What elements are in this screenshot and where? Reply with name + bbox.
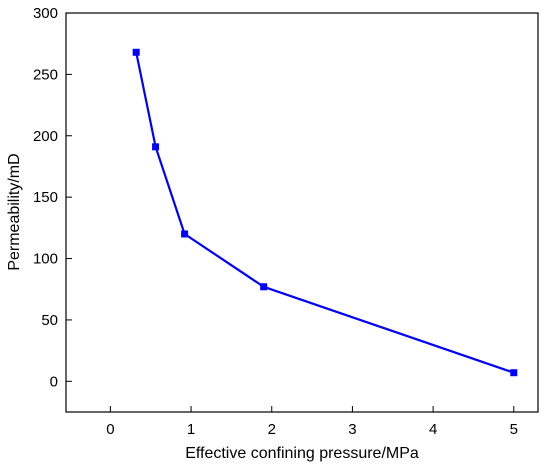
x-tick-label: 2 bbox=[268, 421, 276, 438]
y-tick-label: 150 bbox=[33, 189, 58, 206]
y-tick-label: 300 bbox=[33, 5, 58, 22]
y-tick-label: 100 bbox=[33, 251, 58, 268]
x-tick-label: 4 bbox=[429, 421, 437, 438]
x-axis-title: Effective confining pressure/MPa bbox=[185, 445, 419, 462]
y-tick-label: 50 bbox=[41, 312, 58, 329]
series-layer bbox=[132, 48, 518, 377]
x-axis: 0 1 2 3 4 5 bbox=[106, 406, 518, 438]
data-point-marker bbox=[510, 369, 518, 377]
plot-frame bbox=[65, 12, 539, 413]
y-tick-label: 250 bbox=[33, 66, 58, 83]
y-tick-label: 0 bbox=[50, 373, 58, 390]
data-point-marker bbox=[260, 283, 268, 291]
x-tick-label: 3 bbox=[348, 421, 356, 438]
y-axis-title: Permeability/mD bbox=[6, 153, 23, 270]
x-tick-label: 1 bbox=[187, 421, 195, 438]
data-point-marker bbox=[132, 48, 140, 56]
x-tick-label: 0 bbox=[106, 421, 114, 438]
x-tick-label: 5 bbox=[510, 421, 518, 438]
y-tick-label: 200 bbox=[33, 128, 58, 145]
data-point-marker bbox=[181, 230, 189, 238]
data-point-marker bbox=[152, 143, 160, 151]
series-line bbox=[135, 52, 515, 374]
y-axis: 0 50 100 150 200 250 300 bbox=[33, 5, 72, 390]
